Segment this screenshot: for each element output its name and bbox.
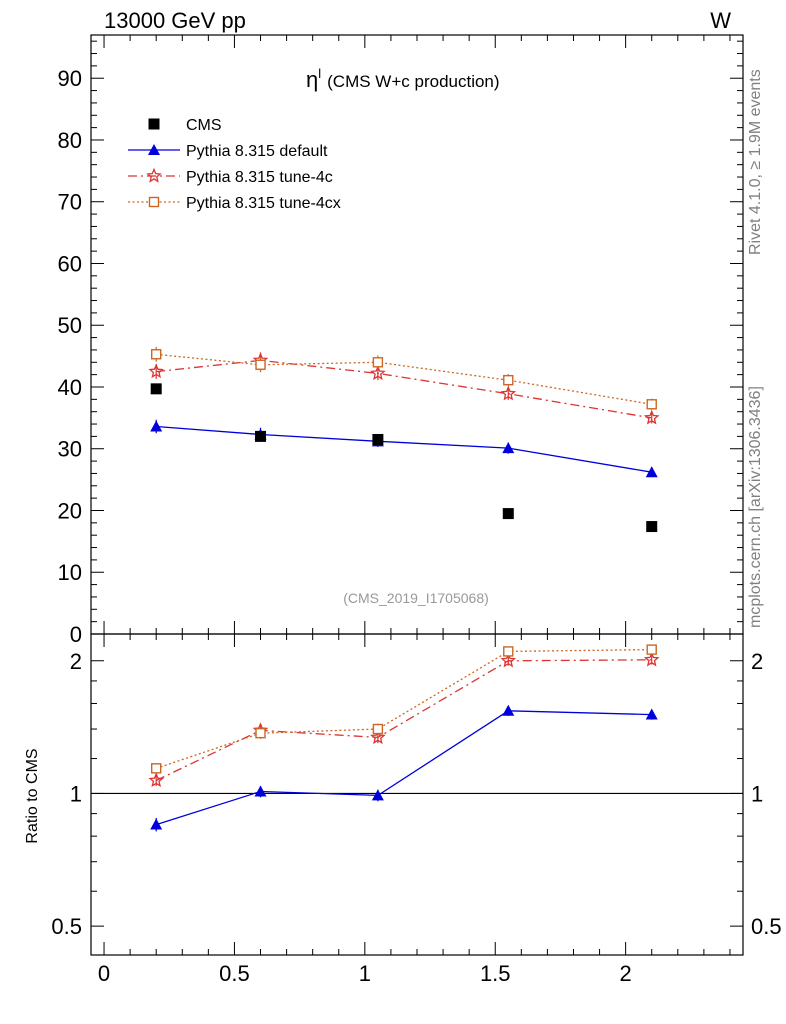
main-ytick-label: 10 xyxy=(58,560,82,585)
main-ytick-label: 40 xyxy=(58,375,82,400)
ratio-point xyxy=(646,644,657,655)
main-ytick-label: 50 xyxy=(58,313,82,338)
main-ytick-label: 20 xyxy=(58,498,82,523)
ratio-point xyxy=(643,651,660,667)
legend: CMS Pythia 8.315 default Pythia 8.315 tu… xyxy=(128,117,341,212)
data-point xyxy=(500,385,517,401)
energy-label: 13000 GeV pp xyxy=(104,8,246,33)
ratio-point xyxy=(255,727,266,739)
xtick-label: 2 xyxy=(620,961,632,986)
data-point xyxy=(502,508,514,520)
data-point xyxy=(150,349,162,360)
title-suffix: (CMS W+c production) xyxy=(327,72,499,91)
ratio-point xyxy=(502,704,515,716)
data-point xyxy=(255,430,267,442)
rivet-label: Rivet 4.1.0, ≥ 1.9M events xyxy=(747,69,764,255)
data-point xyxy=(370,365,386,381)
xtick-label: 1 xyxy=(359,961,371,986)
main-ytick-label: 30 xyxy=(58,437,82,462)
series-3 xyxy=(150,346,657,410)
ratio-ylabel: Ratio to CMS xyxy=(24,748,41,843)
data-point xyxy=(150,383,162,395)
series-line xyxy=(156,425,652,473)
legend-marker xyxy=(148,144,160,155)
ratio-line xyxy=(155,648,652,770)
ratio-line xyxy=(155,659,652,782)
data-point xyxy=(150,420,163,432)
series-1 xyxy=(150,419,658,478)
data-point xyxy=(503,374,514,386)
ratio-point xyxy=(645,708,658,720)
legend-label-default: Pythia 8.315 default xyxy=(186,143,328,160)
xtick-label: 1.5 xyxy=(480,961,511,986)
xtick-label: 0.5 xyxy=(219,961,250,986)
ratio-ytick-label-right: 0.5 xyxy=(751,914,782,939)
series-0 xyxy=(150,383,658,533)
series-line xyxy=(156,353,652,405)
main-ytick-label: 60 xyxy=(58,251,82,276)
ratio-ytick-label: 1 xyxy=(70,781,82,806)
data-point xyxy=(502,442,515,454)
ratio-data xyxy=(148,644,660,832)
ratio-panel: 0 0.5 1 1.5 2 0.5 0.5 1 1 2 2 Ratio to CMS xyxy=(24,633,782,986)
title-superscript: l xyxy=(318,66,321,81)
data-point xyxy=(372,433,384,445)
ratio-point xyxy=(503,646,514,657)
data-point xyxy=(646,399,657,410)
data-point xyxy=(255,359,266,370)
ratio-point xyxy=(370,729,386,745)
ratio-point xyxy=(148,772,164,788)
plot-title: ηl (CMS W+c production) xyxy=(306,66,500,92)
ratio-point xyxy=(372,723,384,735)
main-data xyxy=(148,346,660,533)
series-line xyxy=(156,359,652,419)
ratio-ytick-label: 2 xyxy=(70,649,82,674)
title-symbol: η xyxy=(306,67,318,92)
data-point xyxy=(148,363,164,379)
main-ytick-label: 70 xyxy=(58,190,82,215)
data-point xyxy=(645,466,658,478)
mcplots-label: mcplots.cern.ch [arXiv:1306.3436] xyxy=(747,386,764,628)
data-point xyxy=(372,357,384,368)
ratio-line xyxy=(156,710,652,826)
main-ytick-label: 0 xyxy=(70,622,82,647)
ratio-point xyxy=(150,763,162,774)
ratio-frame xyxy=(90,633,744,956)
xtick-label: 0 xyxy=(98,961,110,986)
ratio-axes: 0 0.5 1 1.5 2 0.5 0.5 1 1 2 2 xyxy=(51,633,782,986)
data-point xyxy=(646,521,658,533)
legend-marker xyxy=(146,167,162,183)
ratio-point xyxy=(150,818,163,830)
main-ytick-label: 80 xyxy=(58,128,82,153)
ratio-point xyxy=(254,785,267,797)
analysis-tag: (CMS_2019_I1705068) xyxy=(343,590,489,606)
ratio-series-0 xyxy=(150,704,658,832)
legend-label-tune-4c: Pythia 8.315 tune-4c xyxy=(186,169,333,186)
main-axes: 0 10 20 30 40 50 60 70 80 90 xyxy=(58,34,744,647)
legend-marker xyxy=(148,196,160,208)
data-point xyxy=(643,409,660,425)
main-ytick-label: 90 xyxy=(58,66,82,91)
legend-marker xyxy=(148,118,160,130)
legend-label-tune-4cx: Pythia 8.315 tune-4cx xyxy=(186,195,341,212)
ratio-ytick-label-right: 2 xyxy=(751,649,763,674)
ratio-point xyxy=(500,652,517,668)
series-2 xyxy=(148,352,660,425)
ratio-series-1 xyxy=(148,651,660,788)
main-panel: 0 10 20 30 40 50 60 70 80 90 ηl (CMS W+c productio… xyxy=(58,34,744,647)
process-label: W xyxy=(710,8,731,33)
ratio-series-2 xyxy=(150,644,657,774)
ratio-ytick-label: 0.5 xyxy=(51,914,82,939)
ratio-point xyxy=(371,789,384,801)
legend-label-cms: CMS xyxy=(186,117,222,134)
ratio-ytick-label-right: 1 xyxy=(751,781,763,806)
